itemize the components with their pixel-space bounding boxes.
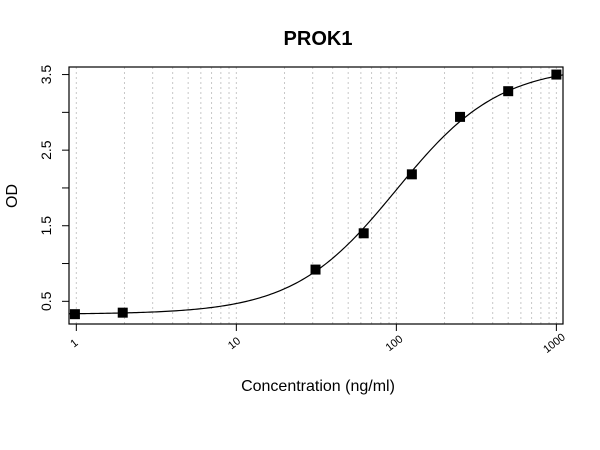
data-point	[310, 264, 321, 275]
data-point	[503, 86, 514, 97]
y-axis-label: OD	[4, 184, 21, 208]
y-tick-label: 3.5	[38, 65, 54, 85]
data-point	[406, 169, 417, 180]
data-point	[551, 69, 562, 80]
grid-layer	[75, 67, 557, 324]
data-point	[455, 111, 466, 122]
y-tick-label: 2.5	[38, 140, 54, 160]
x-axis-label: Concentration (ng/ml)	[241, 378, 395, 395]
plot-frame	[68, 66, 564, 325]
data-point	[117, 307, 128, 318]
x-tick-label: 100	[384, 333, 406, 354]
fit-curve	[68, 74, 564, 315]
y-tick-label: 1.5	[38, 216, 54, 236]
y-tick-label: 0.5	[38, 291, 54, 311]
chart-title: PROK1	[284, 28, 353, 50]
y-axis: 0.5 1.5 2.5 3.5	[38, 65, 69, 311]
data-point	[69, 309, 80, 320]
points-layer	[69, 69, 562, 320]
data-point	[358, 228, 369, 239]
x-axis: 1 10 100 1000	[68, 324, 568, 356]
x-tick-label: 10	[226, 335, 243, 352]
x-tick-label: 1000	[541, 331, 568, 356]
x-tick-label: 1	[68, 337, 80, 350]
